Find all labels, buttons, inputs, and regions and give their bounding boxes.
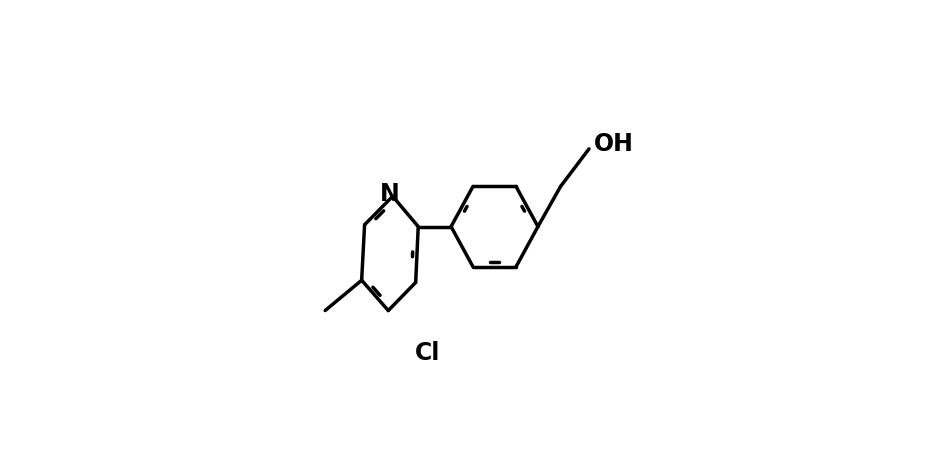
Text: OH: OH <box>593 132 633 156</box>
Text: Cl: Cl <box>415 341 440 365</box>
Text: N: N <box>379 182 400 206</box>
